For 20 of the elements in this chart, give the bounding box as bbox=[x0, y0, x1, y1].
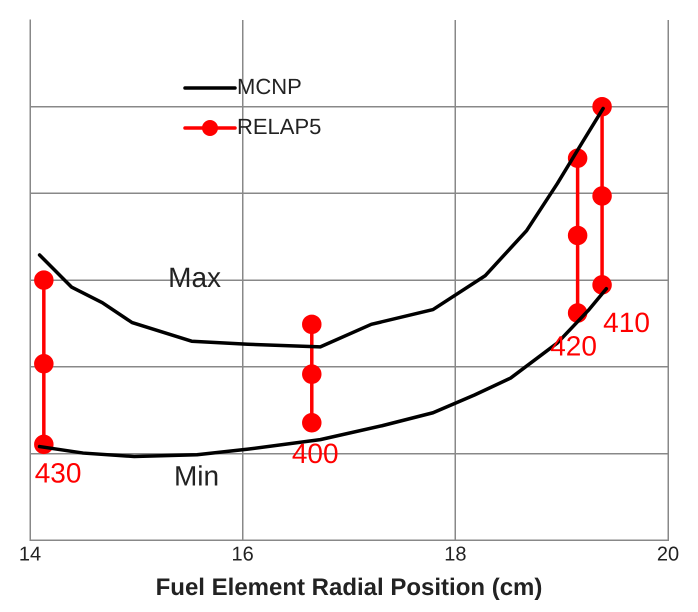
point bbox=[592, 186, 612, 206]
point bbox=[34, 354, 54, 374]
legend-label: RELAP5 bbox=[237, 114, 322, 140]
annotation: Min bbox=[174, 460, 220, 492]
x-tick-label: 18 bbox=[444, 544, 466, 566]
point bbox=[302, 412, 322, 432]
point bbox=[34, 270, 54, 290]
annotation: 430 bbox=[34, 457, 82, 488]
annotation: 420 bbox=[550, 330, 597, 362]
x-tick-label: 20 bbox=[656, 544, 680, 566]
point bbox=[568, 226, 588, 246]
annotation: 410 bbox=[603, 307, 650, 338]
annotation: Max bbox=[168, 262, 222, 293]
annotation: 400 bbox=[292, 438, 339, 470]
x-tick-label: 14 bbox=[18, 544, 42, 566]
x-axis-title: Fuel Element Radial Position (cm) bbox=[156, 574, 542, 602]
x-tick-label: 16 bbox=[232, 544, 254, 566]
point bbox=[302, 314, 322, 334]
point bbox=[302, 364, 322, 384]
legend-label: MCNP bbox=[237, 74, 302, 100]
